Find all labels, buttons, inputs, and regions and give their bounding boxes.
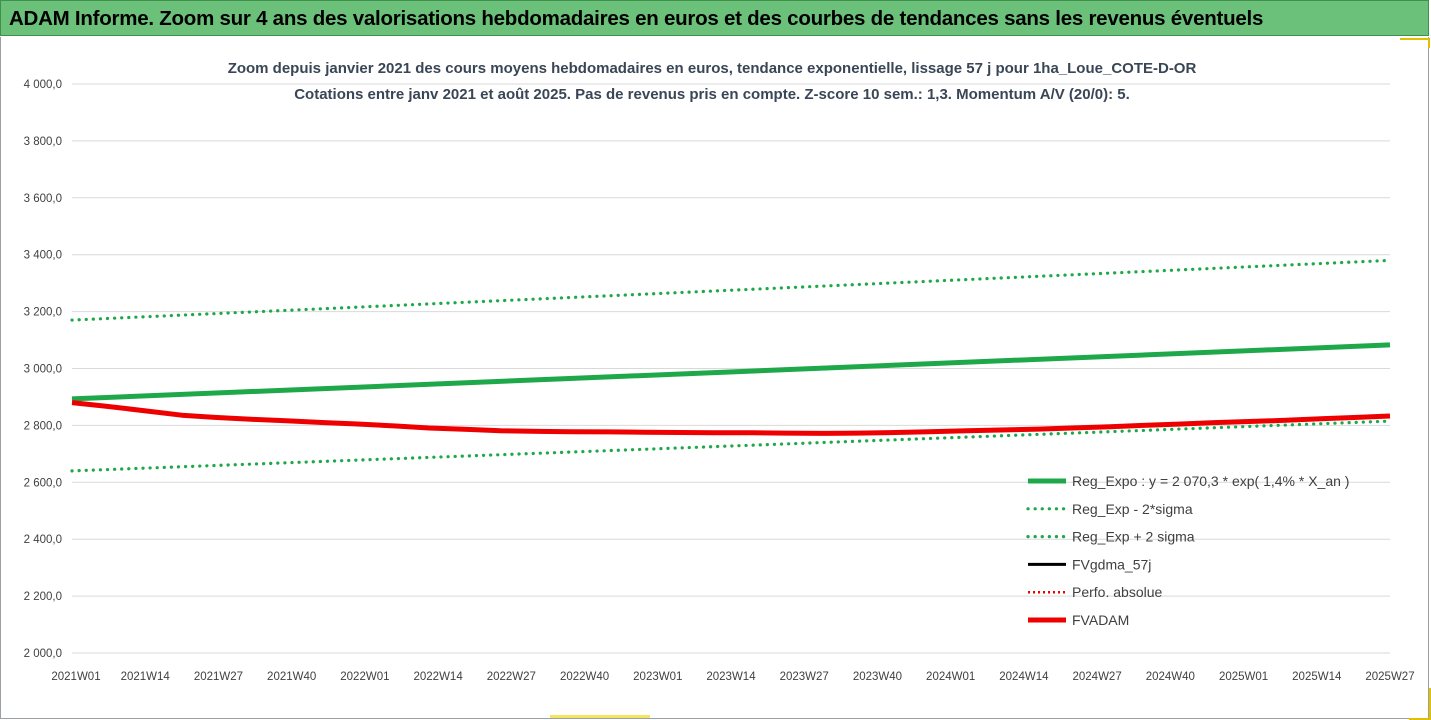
y-axis-labels: 4 000,0 3 800,0 3 600,0 3 400,0 3 200,0 3 000… <box>24 79 62 660</box>
line-chart: 4 000,0 3 800,0 3 600,0 3 400,0 3 200,0 3 000… <box>24 60 1415 683</box>
x-tick-label: 2025W01 <box>1219 671 1268 683</box>
x-tick-label: 2022W40 <box>560 671 609 683</box>
y-tick-label: 2 800,0 <box>24 420 62 432</box>
x-tick-label: 2025W27 <box>1365 671 1414 683</box>
report-title: ADAM Informe. Zoom sur 4 ans des valoris… <box>9 7 1264 30</box>
chart-legend: Reg_Expo : y = 2 070,3 * exp( 1,4% * X_a… <box>1026 473 1349 628</box>
y-tick-label: 3 000,0 <box>24 364 62 376</box>
legend-label: FVgdma_57j <box>1072 556 1151 572</box>
y-tick-label: 2 200,0 <box>24 591 62 603</box>
y-tick-label: 2 400,0 <box>24 534 62 546</box>
frame-corner-top-right <box>1400 38 1430 48</box>
gridlines <box>72 83 1390 654</box>
x-tick-label: 2023W27 <box>780 671 829 683</box>
frame-corner-bottom-mark <box>550 715 650 718</box>
x-tick-label: 2022W01 <box>340 671 389 683</box>
x-tick-label: 2024W01 <box>926 671 975 683</box>
x-tick-label: 2025W14 <box>1292 671 1342 683</box>
chart-subtitle: Cotations entre janv 2021 et août 2025. … <box>294 86 1130 103</box>
series-line-0 <box>71 342 1391 402</box>
x-tick-label: 2022W27 <box>487 671 536 683</box>
legend-label: Perfo. absolue <box>1072 584 1162 600</box>
y-tick-label: 3 200,0 <box>24 307 62 319</box>
x-tick-label: 2024W40 <box>1146 671 1195 683</box>
series-line-1 <box>70 419 1392 473</box>
x-tick-label: 2023W40 <box>853 671 902 683</box>
y-tick-label: 3 600,0 <box>24 193 62 205</box>
legend-label: Reg_Exp + 2 sigma <box>1072 529 1195 545</box>
legend-label: Reg_Expo : y = 2 070,3 * exp( 1,4% * X_a… <box>1072 473 1349 489</box>
report-header: ADAM Informe. Zoom sur 4 ans des valoris… <box>0 0 1429 36</box>
x-tick-label: 2021W40 <box>267 671 316 683</box>
frame-corner-bottom-right <box>1409 688 1431 720</box>
series-line-2 <box>70 258 1392 322</box>
chart-frame <box>0 37 1429 719</box>
x-tick-label: 2024W27 <box>1072 671 1121 683</box>
y-tick-label: 2 600,0 <box>24 477 62 489</box>
chart-title: Zoom depuis janvier 2021 des cours moyen… <box>228 60 1197 77</box>
x-axis-labels: 2021W01 2021W14 2021W27 2021W40 2022W01 2022W… <box>51 671 1414 683</box>
legend-label: FVADAM <box>1072 612 1129 628</box>
legend-label: Reg_Exp - 2*sigma <box>1072 501 1193 517</box>
y-tick-label: 3 400,0 <box>24 250 62 262</box>
series-lines <box>70 258 1392 473</box>
x-tick-label: 2021W27 <box>194 671 243 683</box>
x-tick-label: 2023W01 <box>633 671 682 683</box>
x-tick-label: 2021W01 <box>51 671 100 683</box>
x-tick-label: 2024W14 <box>999 671 1049 683</box>
series-line-5 <box>71 400 1391 436</box>
y-tick-label: 3 800,0 <box>24 136 62 148</box>
x-tick-label: 2021W14 <box>121 671 171 683</box>
x-tick-label: 2022W14 <box>413 671 463 683</box>
y-tick-label: 4 000,0 <box>24 79 62 91</box>
x-tick-label: 2023W14 <box>706 671 756 683</box>
y-tick-label: 2 000,0 <box>24 648 62 660</box>
